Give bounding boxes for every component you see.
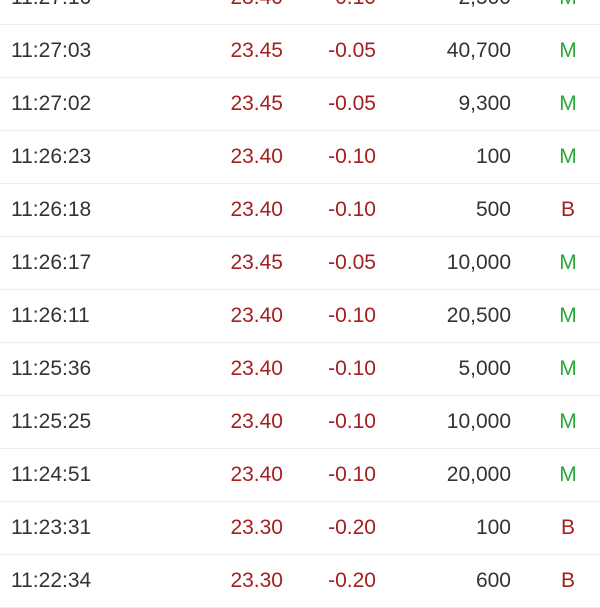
- trade-flag: M: [557, 0, 579, 24]
- trade-price: 23.45: [230, 92, 283, 115]
- trade-volume: 100: [475, 145, 511, 168]
- trade-time: 11:26:18: [11, 198, 92, 221]
- trade-change: -0.05: [328, 251, 376, 274]
- trade-change: -0.10: [328, 410, 376, 433]
- trade-time: 11:26:23: [11, 145, 92, 168]
- trade-volume: 40,700: [446, 39, 511, 62]
- trade-volume: 9,300: [458, 92, 511, 115]
- trade-time: 11:25:25: [11, 410, 92, 433]
- trade-row[interactable]: 11:23:31 23.30 -0.20 100 B: [0, 502, 600, 555]
- trade-row[interactable]: 11:26:17 23.45 -0.05 10,000 M: [0, 237, 600, 290]
- trade-row[interactable]: 11:26:18 23.40 -0.10 500 B: [0, 184, 600, 237]
- trade-row[interactable]: 11:26:23 23.40 -0.10 100 M: [0, 131, 600, 184]
- trade-price: 23.40: [230, 198, 283, 221]
- trade-time: 11:27:02: [11, 92, 92, 115]
- trade-change: -0.20: [328, 569, 376, 592]
- trade-flag: B: [560, 516, 575, 539]
- trade-volume: 500: [475, 198, 511, 221]
- trade-change: -0.20: [328, 516, 376, 539]
- trade-flag: M: [559, 304, 577, 327]
- trade-change: -0.10: [328, 357, 376, 380]
- trade-volume: 2,500: [458, 0, 511, 24]
- trade-volume: 20,500: [446, 304, 511, 327]
- trade-row[interactable]: 11:26:11 23.40 -0.10 20,500 M: [0, 290, 600, 343]
- trade-price: 23.40: [230, 0, 283, 24]
- trade-flag: B: [560, 198, 575, 221]
- trade-row[interactable]: 11:25:36 23.40 -0.10 5,000 M: [0, 343, 600, 396]
- trade-row[interactable]: 11:27:02 23.45 -0.05 9,300 M: [0, 78, 600, 131]
- trade-row[interactable]: 11:25:25 23.40 -0.10 10,000 M: [0, 396, 600, 449]
- trade-volume: 600: [475, 569, 511, 592]
- trade-volume: 5,000: [458, 357, 511, 380]
- trade-flag: M: [559, 410, 577, 433]
- trade-change: -0.10: [328, 145, 376, 168]
- trade-change: -0.05: [328, 92, 376, 115]
- trade-volume: 100: [475, 516, 511, 539]
- trade-row[interactable]: 11:27:16 23.40 -0.10 2,500 M: [0, 0, 600, 25]
- trade-time: 11:24:51: [11, 463, 92, 486]
- trade-row[interactable]: 11:27:03 23.45 -0.05 40,700 M: [0, 25, 600, 78]
- trade-price: 23.30: [230, 569, 283, 592]
- trade-flag: M: [559, 357, 577, 380]
- trade-price: 23.40: [230, 410, 283, 433]
- trade-price: 23.45: [230, 251, 283, 274]
- trade-time: 11:26:17: [11, 251, 92, 274]
- trade-volume: 20,000: [446, 463, 511, 486]
- trade-price: 23.40: [230, 357, 283, 380]
- trade-price: 23.40: [230, 304, 283, 327]
- trade-time: 11:25:36: [11, 357, 92, 380]
- trade-time: 11:27:16: [11, 0, 91, 24]
- trade-row[interactable]: 11:22:34 23.30 -0.20 600 B: [0, 555, 600, 608]
- trade-volume: 10,000: [446, 410, 511, 433]
- trade-change: -0.10: [328, 463, 376, 486]
- trade-time: 11:27:03: [11, 39, 92, 62]
- trade-flag: M: [559, 463, 577, 486]
- trade-flag: M: [559, 39, 577, 62]
- trade-volume: 10,000: [446, 251, 511, 274]
- trade-row[interactable]: 11:24:51 23.40 -0.10 20,000 M: [0, 449, 600, 502]
- trade-flag: M: [559, 145, 577, 168]
- trade-price: 23.40: [230, 145, 283, 168]
- trade-flag: M: [559, 251, 577, 274]
- trade-change: -0.05: [328, 39, 376, 62]
- trade-change: -0.10: [328, 0, 376, 24]
- trade-flag: B: [560, 569, 575, 592]
- trade-time: 11:22:34: [11, 569, 92, 592]
- trade-change: -0.10: [328, 304, 376, 327]
- trade-price: 23.45: [230, 39, 283, 62]
- trade-price: 23.40: [230, 463, 283, 486]
- trade-flag: M: [559, 92, 577, 115]
- trade-time: 11:23:31: [11, 516, 92, 539]
- trade-time: 11:26:11: [11, 304, 90, 327]
- trade-price: 23.30: [230, 516, 283, 539]
- trade-change: -0.10: [328, 198, 376, 221]
